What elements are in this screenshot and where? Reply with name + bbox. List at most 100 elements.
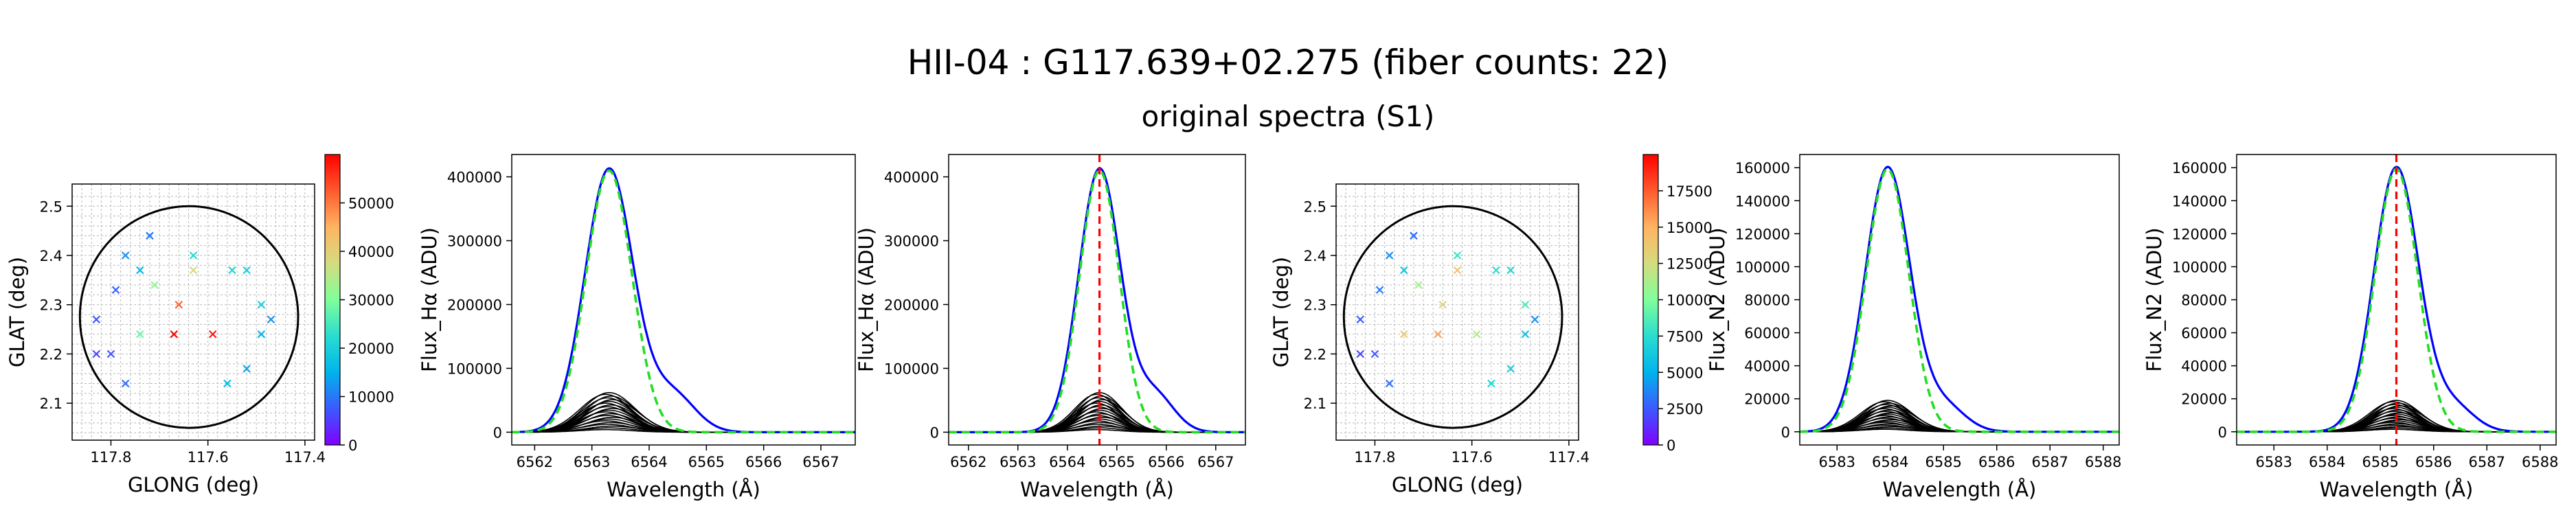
y-tick-label: 120000 xyxy=(2172,226,2227,242)
y-tick-label: 2.3 xyxy=(40,297,63,314)
fiber-map-3 xyxy=(1335,183,1579,441)
y-tick-label: 0 xyxy=(2218,424,2227,441)
x-axis-label: Wavelength (Å) xyxy=(607,478,760,501)
observed-spectrum xyxy=(1800,165,2119,433)
x-axis-label: Wavelength (Å) xyxy=(1020,478,1174,501)
observed-spectrum xyxy=(949,167,1245,433)
axes-frame xyxy=(511,154,856,446)
fiber-point xyxy=(92,315,101,324)
observed-spectrum xyxy=(512,167,855,433)
fit-spectrum xyxy=(949,169,1245,434)
colorbar-tick-label: 30000 xyxy=(348,293,394,309)
fiber-point-stroke xyxy=(1521,330,1530,339)
fiber-point-stroke xyxy=(121,251,130,260)
fiber-point xyxy=(136,330,144,339)
colorbar-tick-label: 50000 xyxy=(348,196,394,212)
fiber-point-stroke xyxy=(1385,251,1394,260)
fiber-point xyxy=(1506,365,1515,373)
colorbar-tick-label: 20000 xyxy=(348,341,394,357)
fiber-point xyxy=(1506,266,1515,275)
y-axis-label: Flux_N2 (ADU) xyxy=(1706,227,1729,371)
y-tick-label: 0 xyxy=(493,424,502,441)
colorbar-tick-label: 7500 xyxy=(1667,328,1703,345)
colorbar-tick-label: 17500 xyxy=(1667,183,1713,200)
colorbar xyxy=(324,154,341,446)
axes-frame xyxy=(1335,183,1579,441)
y-axis-label: Flux_Hα (ADU) xyxy=(418,227,441,372)
fiber-map-0 xyxy=(71,183,315,441)
fiber-point-stroke xyxy=(1438,300,1447,309)
fiber-point xyxy=(111,286,120,294)
fiber-point xyxy=(146,231,154,240)
fiber-point xyxy=(1453,266,1462,275)
fiber-point-stroke xyxy=(1356,315,1365,324)
fiber-point-stroke xyxy=(146,231,154,240)
y-tick-label: 80000 xyxy=(1744,293,1790,309)
y-tick-label: 160000 xyxy=(2172,160,2227,176)
colorbar-tick-label: 10000 xyxy=(1667,293,1713,309)
y-tick-label: 2.4 xyxy=(40,248,63,264)
fiber-point-stroke xyxy=(189,251,198,260)
fiber-point xyxy=(257,300,266,309)
y-tick-label: 100000 xyxy=(1735,259,1790,275)
y-tick-label: 400000 xyxy=(884,170,939,186)
fiber-point-stroke xyxy=(1375,286,1384,294)
x-tick-label: 6587 xyxy=(2032,454,2068,470)
fiber-circle xyxy=(78,205,300,429)
fiber-point xyxy=(208,330,217,339)
fiber-point-stroke xyxy=(1356,350,1365,358)
fiber-point-stroke xyxy=(150,281,159,289)
x-tick-label: 117.6 xyxy=(1451,449,1493,466)
fiber-point xyxy=(121,251,130,260)
fiber-point xyxy=(189,251,198,260)
fiber-point-stroke xyxy=(1530,315,1539,324)
x-tick-label: 6565 xyxy=(688,454,725,470)
spectrum-plot-1 xyxy=(512,167,855,434)
x-tick-label: 6587 xyxy=(2469,454,2505,470)
x-tick-label: 6564 xyxy=(631,454,667,470)
fiber-point-stroke xyxy=(267,315,275,324)
fiber-point xyxy=(1472,330,1481,339)
colorbar-tick-label: 40000 xyxy=(348,244,394,260)
y-tick-label: 100000 xyxy=(2172,259,2227,275)
component-spectrum xyxy=(512,408,855,433)
fiber-point-stroke xyxy=(1472,330,1481,339)
fiber-point xyxy=(257,330,266,339)
colorbar-tick-label: 2500 xyxy=(1667,401,1703,417)
y-tick-label: 140000 xyxy=(1735,193,1790,209)
fiber-point xyxy=(223,379,231,388)
fiber-point xyxy=(1370,350,1379,358)
x-tick-label: 6588 xyxy=(2085,454,2121,470)
y-tick-label: 20000 xyxy=(1744,391,1790,408)
fiber-point xyxy=(136,266,144,275)
y-tick-label: 2.5 xyxy=(1304,198,1326,215)
x-tick-label: 117.8 xyxy=(90,449,131,466)
x-tick-label: 6566 xyxy=(1148,454,1184,470)
x-tick-label: 6562 xyxy=(950,454,986,470)
x-tick-label: 117.8 xyxy=(1354,449,1395,466)
x-axis-label: Wavelength (Å) xyxy=(1883,478,2037,501)
fiber-point xyxy=(242,266,251,275)
y-axis-label: GLAT (deg) xyxy=(1269,257,1293,367)
y-tick-label: 100000 xyxy=(447,360,502,377)
y-axis-label: GLAT (deg) xyxy=(5,257,29,367)
fiber-point xyxy=(1453,251,1462,260)
fiber-point-stroke xyxy=(1492,266,1500,275)
fiber-point-stroke xyxy=(1453,251,1462,260)
x-tick-label: 6566 xyxy=(745,454,782,470)
colorbar-tick-label: 10000 xyxy=(348,389,394,406)
x-tick-label: 6583 xyxy=(2256,454,2292,470)
y-tick-label: 120000 xyxy=(1735,226,1790,242)
x-tick-label: 6584 xyxy=(2309,454,2345,470)
x-axis-label: Wavelength (Å) xyxy=(2320,478,2474,501)
fiber-point xyxy=(1414,281,1423,289)
y-tick-label: 2.2 xyxy=(1304,346,1326,363)
x-tick-label: 6588 xyxy=(2522,454,2558,470)
fit-spectrum xyxy=(512,169,855,434)
fiber-point xyxy=(1356,350,1365,358)
fiber-point-stroke xyxy=(1414,281,1423,289)
y-tick-label: 60000 xyxy=(2181,325,2227,342)
x-tick-label: 6567 xyxy=(802,454,839,470)
y-tick-label: 200000 xyxy=(447,297,502,313)
